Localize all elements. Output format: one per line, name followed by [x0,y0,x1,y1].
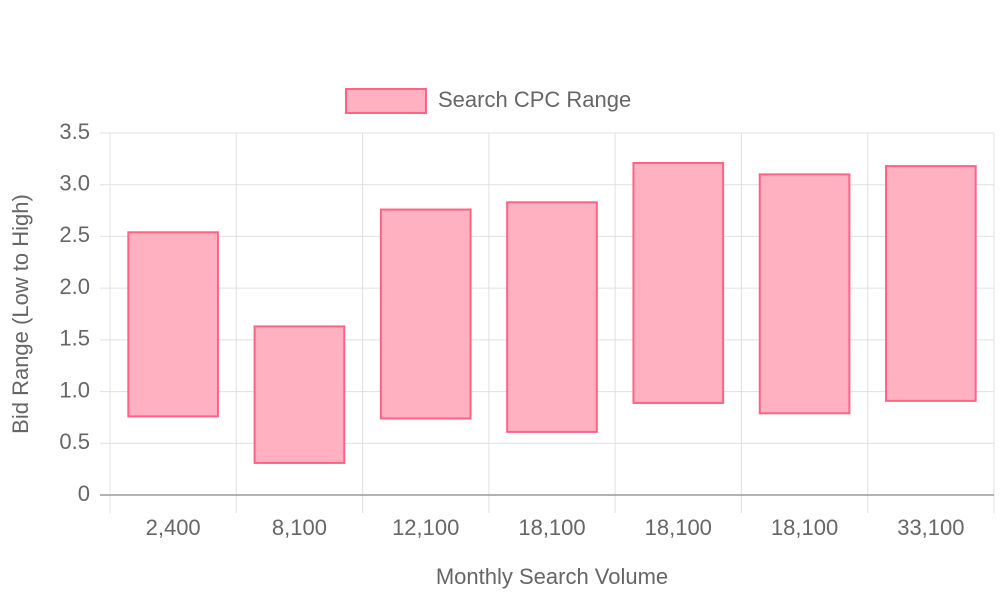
x-tick-label: 8,100 [272,515,327,540]
bar [632,161,725,404]
bar [885,165,977,402]
x-tick-label: 2,400 [146,515,201,540]
x-tick-label: 18,100 [518,515,585,540]
bar [253,325,346,464]
x-tick-label: 18,100 [771,515,838,540]
bar [758,173,851,415]
x-axis-title: Monthly Search Volume [436,564,668,589]
y-tick-label: 3.0 [59,171,90,196]
y-tick-label: 2.0 [59,274,90,299]
legend-label: Search CPC Range [438,87,631,112]
y-tick-label: 0.5 [59,429,90,454]
bar [379,208,472,420]
bar [506,201,598,433]
x-tick-label: 12,100 [392,515,459,540]
y-tick-label: 0 [78,481,90,506]
y-tick-label: 3.5 [59,119,90,144]
bar [127,231,219,418]
legend-swatch [345,88,427,114]
y-axis-title: Bid Range (Low to High) [8,194,33,434]
x-tick-label: 18,100 [645,515,712,540]
y-tick-label: 2.5 [59,222,90,247]
x-tick-label: 33,100 [897,515,964,540]
y-tick-label: 1.5 [59,326,90,351]
y-tick-label: 1.0 [59,377,90,402]
